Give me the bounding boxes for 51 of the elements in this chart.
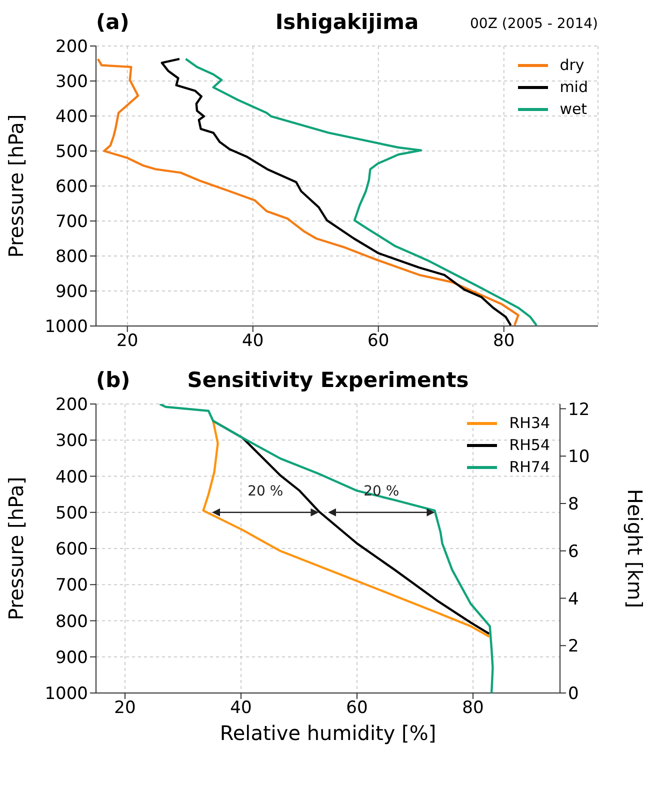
x-tick-label: 20 [114,698,136,718]
text: (b) [96,368,130,392]
y2-tick-label: 10 [568,447,590,468]
y2-tick-label: 12 [568,400,590,420]
y-tick-label: 300 [56,431,88,452]
y-tick-label: 700 [56,212,88,232]
y-tick-label: 400 [56,467,88,488]
x-tick-label: 40 [242,331,264,352]
y-tick-label: 700 [56,576,88,596]
y-tick-label: 200 [56,37,88,58]
y2-tick-label: 0 [568,684,579,704]
y-tick-label: 800 [56,247,88,268]
y2-tick-label: 8 [568,494,579,515]
y2-axis-title: Height [km] [622,488,647,608]
x-tick-label: 60 [368,331,390,352]
x-tick-label: 60 [346,698,368,718]
x-tick-label: 20 [116,331,138,352]
y-tick-label: 800 [56,612,88,632]
annotation: 20 % [248,483,284,500]
y2-tick-label: 6 [568,542,579,562]
legend-label: mid [560,77,588,98]
y-tick-label: 1000 [44,684,88,704]
legend-label: RH34 [509,413,550,434]
y-tick-label: 400 [56,107,88,128]
y-tick-label: 300 [56,72,88,92]
x-tick-label: 40 [230,698,252,718]
chart-title: Sensitivity Experiments [187,368,469,392]
y-axis-title: Pressure [hPa] [4,476,28,620]
y-tick-label: 900 [56,648,88,668]
x-tick-label: 80 [462,698,484,718]
line-series [96,58,520,326]
legend-label: RH74 [509,457,550,478]
chart-subtitle: 00Z (2005 - 2014) [470,16,598,32]
y-tick-label: 600 [56,177,88,198]
y-tick-label: 1000 [44,317,88,338]
y-axis-title: Pressure [hPa] [4,114,28,258]
y2-tick-label: 2 [568,636,579,657]
y-tick-label: 600 [56,540,88,560]
legend-label: wet [560,99,588,120]
text: (a) [96,10,130,34]
line-series [158,404,494,693]
y-tick-label: 900 [56,282,88,302]
y-tick-label: 500 [56,503,88,524]
legend-label: RH54 [509,435,550,456]
y-tick-label: 200 [56,395,88,416]
y-tick-label: 500 [56,142,88,162]
y2-tick-label: 4 [568,589,579,610]
x-tick-label: 80 [493,331,515,352]
chart-title: Ishigakijima [275,10,419,34]
x-axis-title: Relative humidity [%] [220,721,436,745]
legend-label: dry [560,55,584,76]
